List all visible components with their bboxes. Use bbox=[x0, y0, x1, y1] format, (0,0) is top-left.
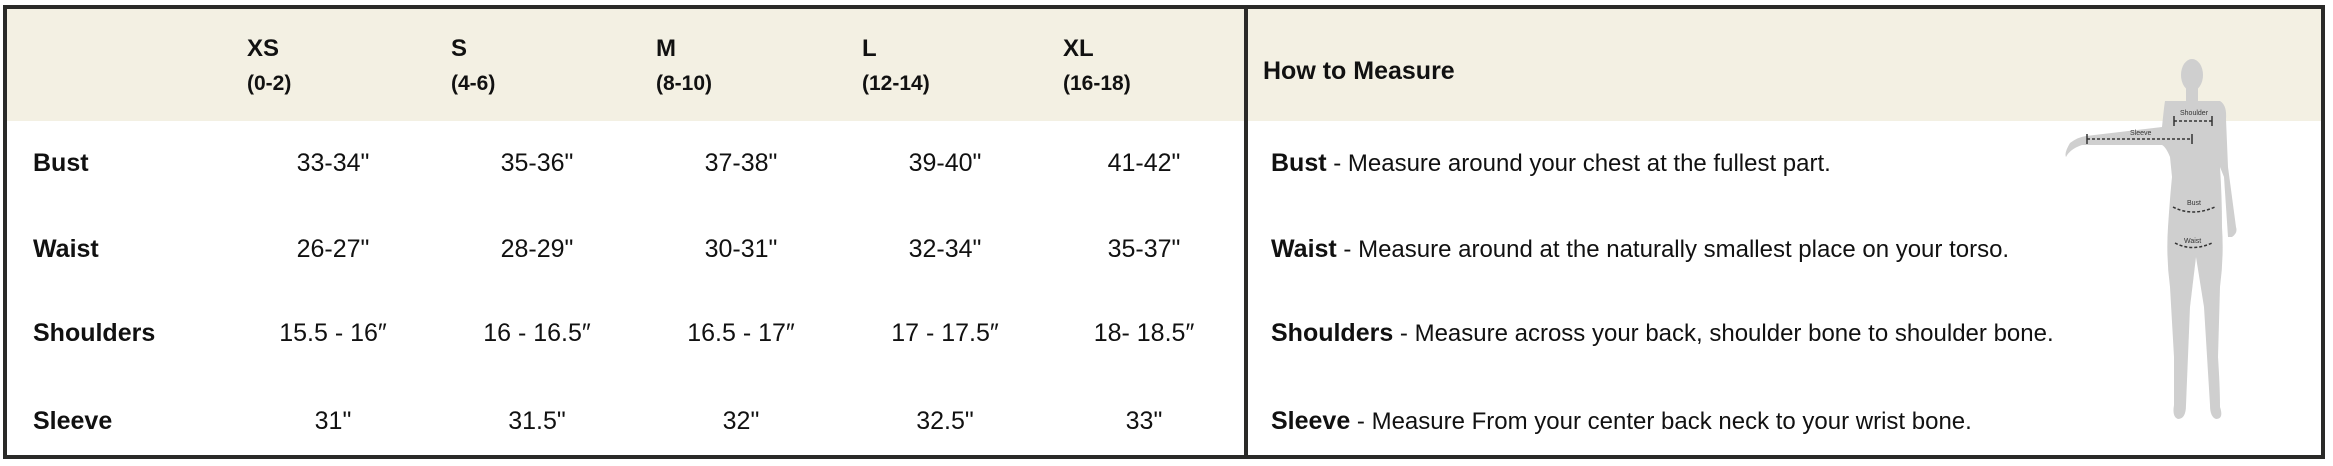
measurement-value: 32.5" bbox=[916, 407, 974, 435]
measure-instruction: Shoulders - Measure across your back, sh… bbox=[1271, 321, 2054, 346]
measure-text: - Measure around at the naturally smalle… bbox=[1336, 236, 2010, 263]
measurement-value: 31.5" bbox=[508, 407, 566, 435]
size-label: XS bbox=[247, 35, 280, 62]
size-label: S bbox=[451, 35, 468, 62]
measurement-value: 35-37" bbox=[1107, 235, 1181, 263]
measurement-value: 30-31" bbox=[704, 235, 778, 263]
measure-text: - Measure around your chest at the fulle… bbox=[1326, 150, 1831, 177]
measure-instruction: Waist - Measure around at the naturally … bbox=[1271, 237, 2009, 262]
figure-label-bust: Bust bbox=[2187, 200, 2201, 207]
measurement-value: 17 - 17.5″ bbox=[891, 319, 999, 347]
header-band bbox=[7, 9, 2321, 121]
figure-label-waist: Waist bbox=[2184, 238, 2201, 245]
size-range: (16-18) bbox=[1063, 72, 1131, 95]
measure-term: Shoulders bbox=[1271, 319, 1394, 347]
row-label: Bust bbox=[33, 149, 89, 177]
row-label: Waist bbox=[33, 235, 99, 263]
measurement-value: 33" bbox=[1125, 407, 1163, 435]
measure-text: - Measure across your back, shoulder bon… bbox=[1393, 320, 2054, 347]
measure-term: Bust bbox=[1271, 149, 1327, 177]
measure-term: Sleeve bbox=[1271, 407, 1351, 435]
measurement-value: 15.5 - 16″ bbox=[279, 319, 387, 347]
measurement-value: 18- 18.5″ bbox=[1093, 319, 1195, 347]
measurement-value: 35-36" bbox=[500, 149, 574, 177]
body-measurement-figure-icon: Shoulder Sleeve Bust Waist bbox=[2065, 59, 2237, 419]
measurement-value: 26-27" bbox=[296, 235, 370, 263]
measurement-value: 37-38" bbox=[704, 149, 778, 177]
how-to-measure-title: How to Measure bbox=[1263, 57, 1455, 85]
measurement-value: 16.5 - 17″ bbox=[687, 319, 795, 347]
row-label: Shoulders bbox=[33, 319, 156, 347]
size-chart: XS (0-2) S (4-6) M (8-10) L (12-14) XL (… bbox=[3, 5, 2325, 459]
size-label: XL bbox=[1063, 35, 1094, 62]
measurement-value: 32" bbox=[722, 407, 760, 435]
measurement-value: 31" bbox=[314, 407, 352, 435]
size-range: (4-6) bbox=[451, 72, 496, 95]
size-range: (8-10) bbox=[656, 72, 713, 95]
measurement-value: 16 - 16.5″ bbox=[483, 319, 591, 347]
size-range: (12-14) bbox=[862, 72, 930, 95]
size-label: L bbox=[862, 35, 877, 62]
figure-label-shoulder: Shoulder bbox=[2180, 110, 2209, 117]
measure-instruction: Sleeve - Measure From your center back n… bbox=[1271, 409, 1972, 434]
measurement-value: 33-34" bbox=[296, 149, 370, 177]
measurement-value: 28-29" bbox=[500, 235, 574, 263]
measure-instruction: Bust - Measure around your chest at the … bbox=[1271, 151, 1831, 176]
row-label: Sleeve bbox=[33, 407, 113, 435]
measurement-value: 41-42" bbox=[1107, 149, 1181, 177]
measurement-value: 39-40" bbox=[908, 149, 982, 177]
figure-label-sleeve: Sleeve bbox=[2130, 130, 2152, 137]
size-label: M bbox=[656, 35, 676, 62]
size-range: (0-2) bbox=[247, 72, 292, 95]
measure-term: Waist bbox=[1271, 235, 1337, 263]
column-divider bbox=[1244, 9, 1248, 455]
measure-text: - Measure From your center back neck to … bbox=[1350, 408, 1972, 435]
measurement-value: 32-34" bbox=[908, 235, 982, 263]
